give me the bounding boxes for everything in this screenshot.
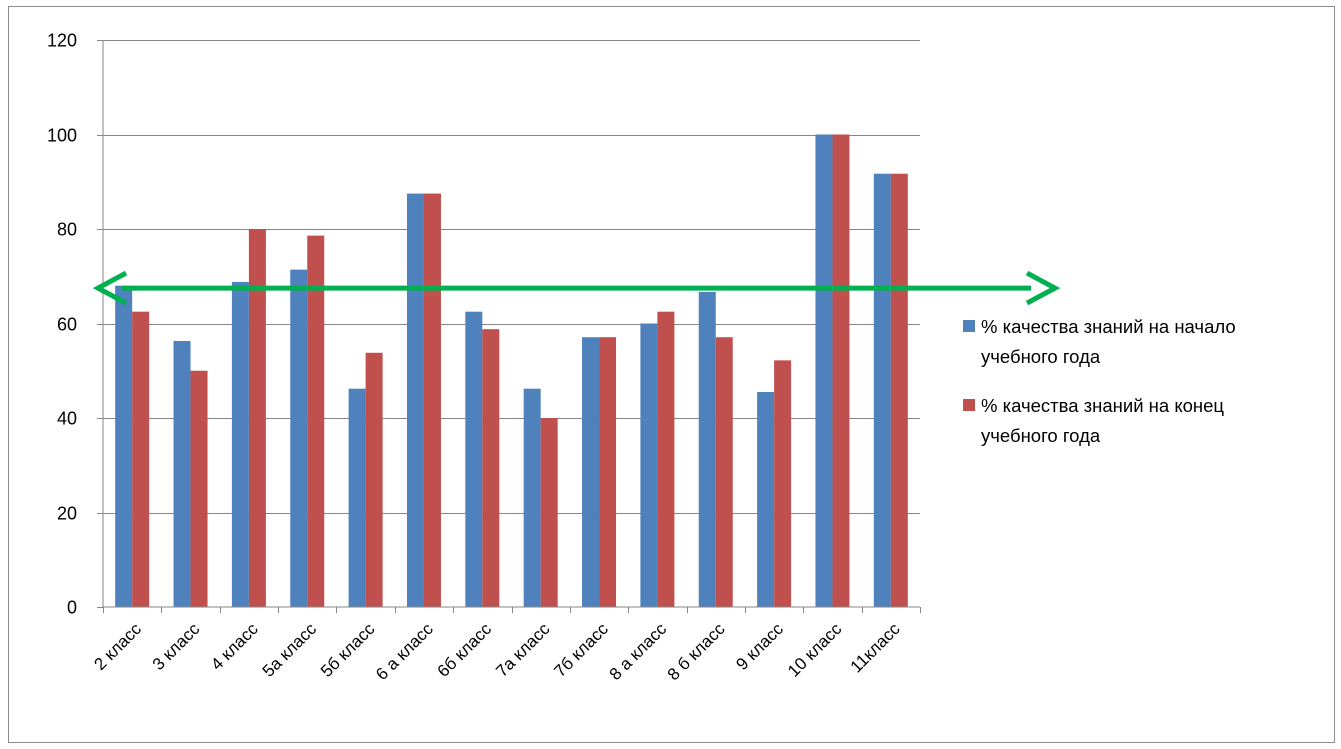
legend-label: % качества знаний на начало <box>981 316 1236 337</box>
x-tick-label: 5а класс <box>259 619 321 681</box>
bar-series-2 <box>832 134 850 607</box>
axes <box>102 40 920 608</box>
bar-series-1 <box>406 193 424 607</box>
bar-series-1 <box>173 340 191 607</box>
y-tick-label: 80 <box>57 220 77 240</box>
bar-series-1 <box>231 281 249 607</box>
x-tick-label: 10 класс <box>784 619 846 681</box>
x-tick-label: 6б класс <box>434 619 496 681</box>
bars <box>115 134 908 608</box>
x-tick-label: 7а класс <box>492 619 554 681</box>
arrow-head-right <box>1025 270 1061 306</box>
legend-swatch <box>963 399 975 411</box>
y-tick-label: 40 <box>57 409 77 429</box>
bar-series-1 <box>582 337 600 607</box>
bar-series-2 <box>190 370 208 607</box>
legend: % качества знаний на начало учебного года… <box>963 316 1236 446</box>
bar-series-1 <box>815 134 833 607</box>
legend-swatch <box>963 320 975 332</box>
bar-series-2 <box>423 193 441 607</box>
y-tick-label: 100 <box>47 126 77 146</box>
bar-series-1 <box>698 291 716 607</box>
gridlines <box>103 40 920 514</box>
x-tick-label: 3 класс <box>149 619 204 674</box>
y-tick-label: 0 <box>67 598 77 618</box>
x-tick-label: 9 класс <box>732 619 787 674</box>
x-tick-label: 6 а класс <box>372 619 437 684</box>
bar-series-2 <box>890 173 908 607</box>
bar-series-1 <box>348 388 366 607</box>
bar-series-1 <box>873 173 891 607</box>
x-tick-label: 2 класс <box>90 619 145 674</box>
bar-series-2 <box>482 329 500 607</box>
bar-series-1 <box>640 323 658 607</box>
x-tick-label: 8 б класс <box>664 619 729 684</box>
bar-series-2 <box>657 311 675 607</box>
bar-series-2 <box>132 311 150 607</box>
y-axis-ticks: 0 20 40 60 80 100 120 <box>47 31 103 618</box>
legend-label: учебного года <box>981 425 1101 446</box>
bar-series-2 <box>365 352 383 607</box>
bar-series-2 <box>248 229 266 607</box>
bar-series-2 <box>715 337 733 607</box>
x-tick-label: 7б класс <box>550 619 612 681</box>
annotations <box>92 270 1061 306</box>
x-tick-label: 11класс <box>847 619 904 676</box>
y-tick-label: 20 <box>57 504 77 524</box>
legend-label: % качества знаний на конец <box>981 395 1224 416</box>
bar-series-1 <box>465 311 483 607</box>
arrow-head-left <box>92 270 128 306</box>
x-tick-label: 4 класс <box>207 619 262 674</box>
y-tick-label: 60 <box>57 315 77 335</box>
bar-series-1 <box>757 392 775 607</box>
y-tick-label: 120 <box>47 31 77 51</box>
bar-series-1 <box>115 285 133 607</box>
legend-label: учебного года <box>981 346 1101 367</box>
bar-series-2 <box>774 360 792 607</box>
x-tick-label: 8 а класс <box>606 619 671 684</box>
bar-series-1 <box>290 269 308 607</box>
bar-series-2 <box>540 418 558 607</box>
bar-series-1 <box>523 388 541 607</box>
bar-series-2 <box>307 235 325 608</box>
x-tick-label: 5б класс <box>317 619 379 681</box>
bar-series-2 <box>599 337 617 607</box>
